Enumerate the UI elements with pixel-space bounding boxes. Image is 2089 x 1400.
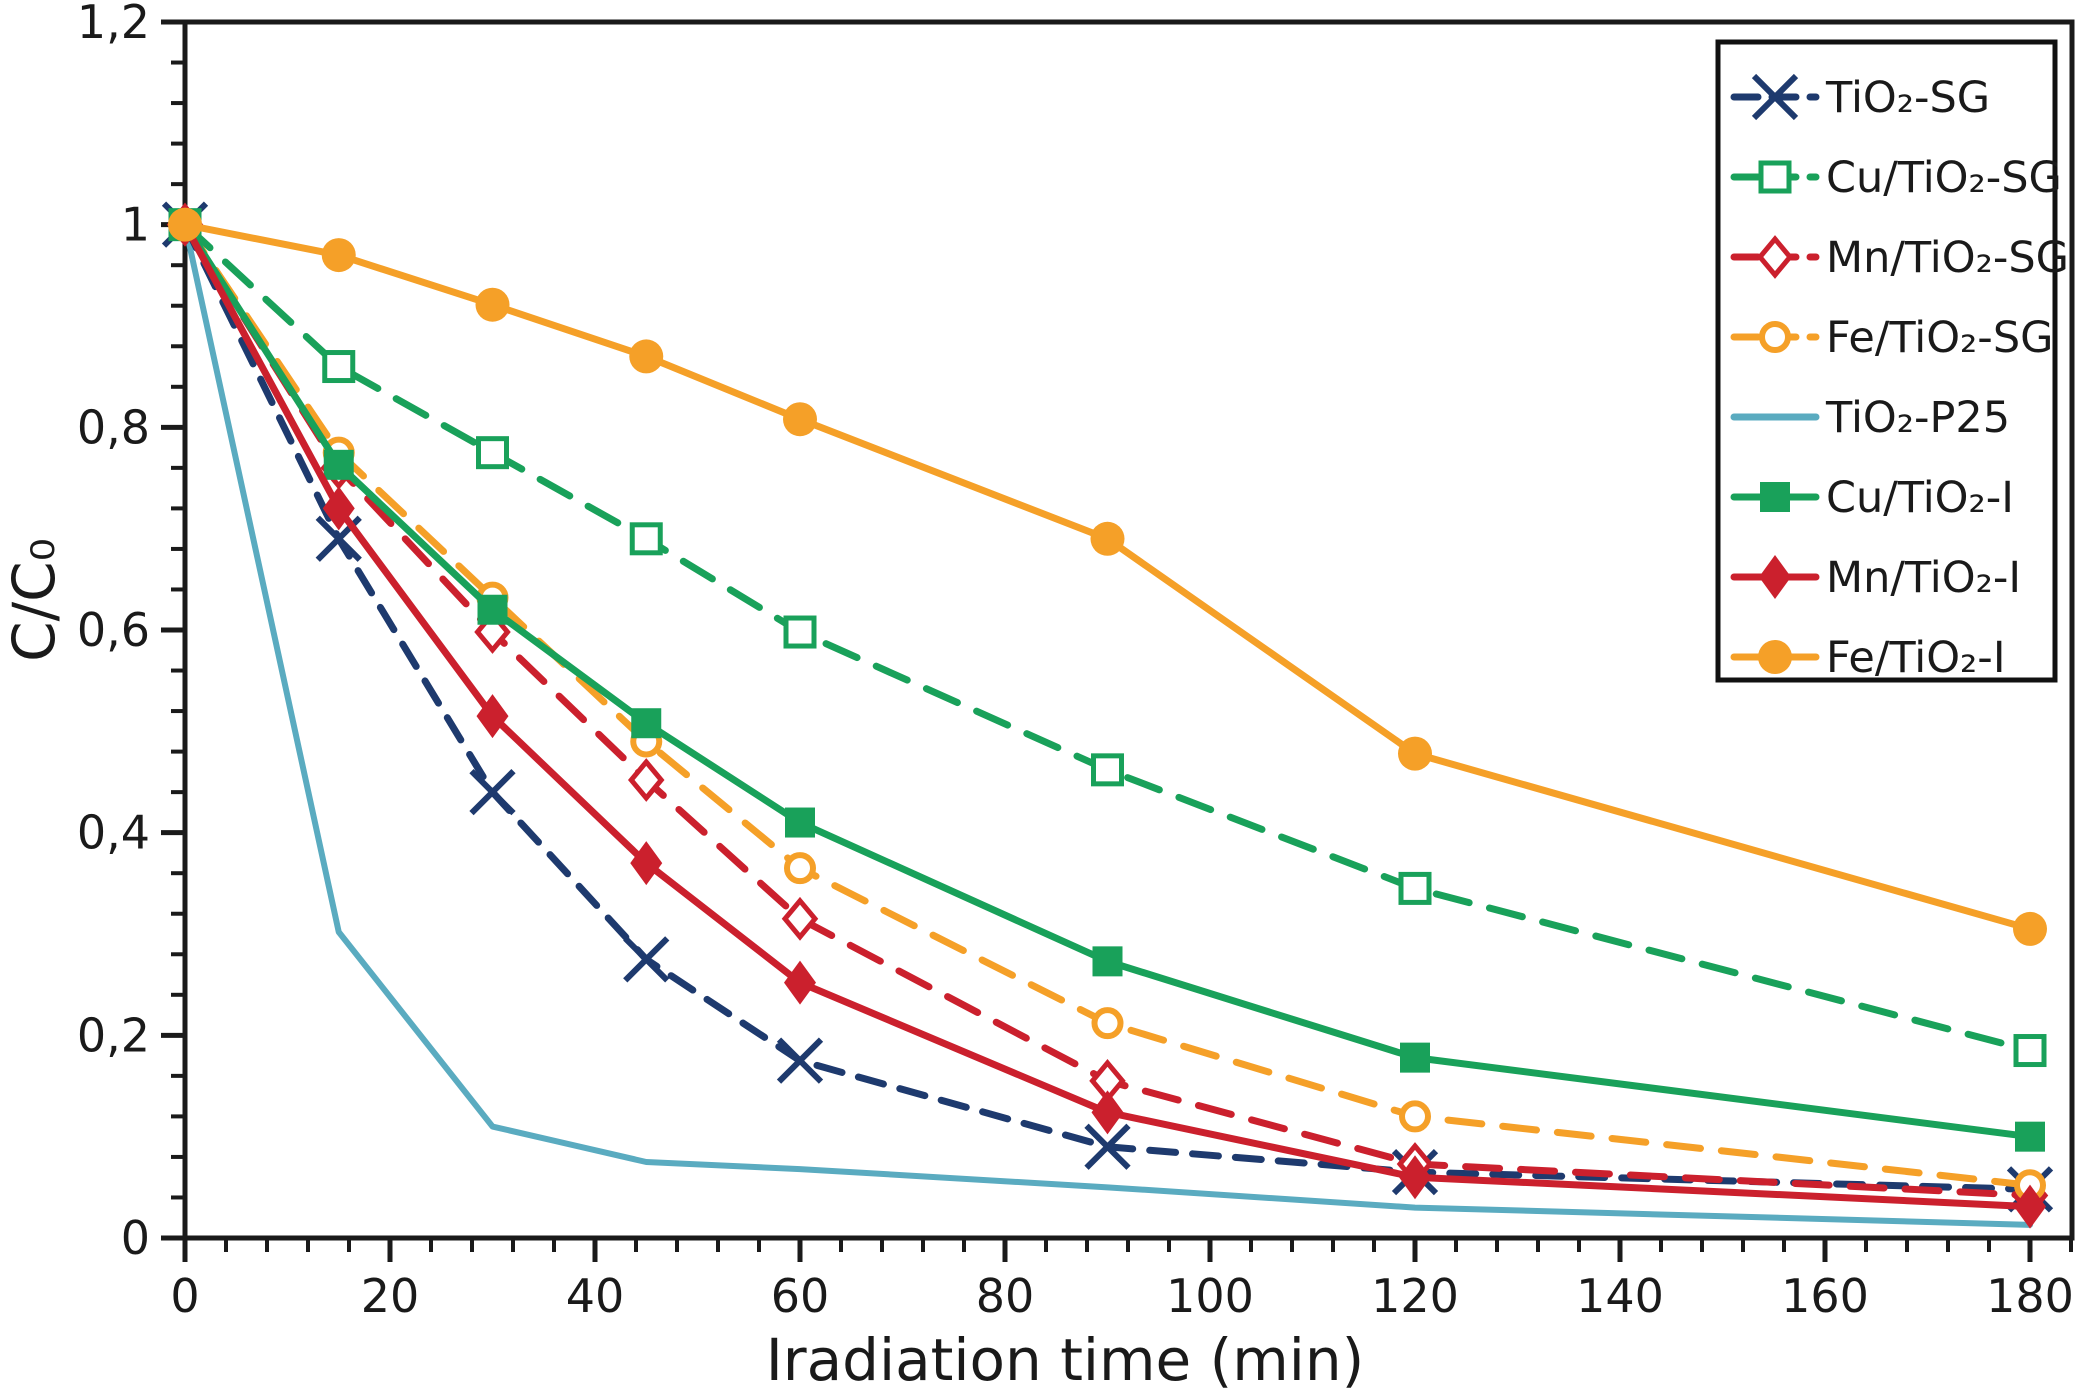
legend: TiO₂-SG Cu/TiO₂-SG Mn/TiO₂-SG Fe/TiO₂-SG TiO… [1715, 39, 2069, 683]
legend-item-tio2-sg: TiO₂-SG [1730, 73, 1990, 123]
marker-cu-tio2-i [1092, 946, 1123, 977]
marker-cu-tio2-i [1400, 1042, 1430, 1073]
y-axis-title: C/C₀ [0, 538, 68, 662]
y-tick-label: 0,6 [77, 603, 150, 657]
legend-item-cu-tio2-sg: Cu/TiO₂-SG [1730, 153, 2062, 203]
series-tio2-p25 [182, 221, 2033, 1228]
series-mn-tio2-i [169, 202, 2046, 1229]
x-tick-label: 100 [1166, 1269, 1254, 1323]
x-tick-label: 60 [771, 1269, 830, 1323]
legend-item-tio2-p25: TiO₂-P25 [1730, 393, 2010, 443]
marker-cu-tio2-i [477, 594, 508, 625]
marker-cu-tio2-i [323, 449, 354, 480]
series-line-mn-tio2-sg [181, 221, 2034, 1199]
marker-tio2-sg [623, 936, 670, 983]
marker-fe-tio2-i [629, 339, 664, 374]
legend-item-mn-tio2-i: Mn/TiO₂-I [1730, 553, 2021, 603]
legend-label: TiO₂-P25 [1825, 393, 2010, 443]
y-axis: 0 0,2 0,4 0,6 0,8 1 1,2 [77, 0, 185, 1265]
marker-fe-tio2-i [321, 238, 356, 273]
marker-mn-tio2-sg [781, 896, 819, 941]
legend-label: Cu/TiO₂-SG [1826, 153, 2062, 203]
marker-cu-tio2-sg [629, 522, 663, 556]
legend-item-mn-tio2-sg: Mn/TiO₂-SG [1730, 233, 2069, 283]
marker-tio2-sg [776, 1037, 824, 1084]
x-tick-label: 160 [1781, 1269, 1869, 1323]
marker-cu-tio2-sg [322, 350, 356, 384]
marker-cu-tio2-i [785, 807, 815, 838]
y-tick-label: 0,2 [77, 1008, 150, 1062]
series-line-fe-tio2-sg [181, 221, 2034, 1189]
marker-fe-tio2-i [2013, 911, 2047, 946]
x-tick-label: 0 [170, 1269, 199, 1323]
x-tick-label: 40 [566, 1269, 625, 1323]
series-line-cu-tio2-i [181, 221, 2034, 1141]
marker-cu-tio2-i [2015, 1121, 2045, 1152]
marker-mn-tio2-i [476, 694, 509, 739]
series-line-mn-tio2-i [181, 221, 2034, 1211]
marker-fe-tio2-sg [784, 852, 816, 885]
marker-mn-tio2-sg [627, 758, 665, 802]
marker-fe-tio2-i [1090, 521, 1125, 556]
x-tick-label: 20 [361, 1269, 420, 1323]
legend-marker-mn-tio2-i [1759, 555, 1791, 599]
y-tick-label: 1 [121, 198, 150, 252]
marker-fe-tio2-i [168, 207, 202, 242]
x-tick-label: 140 [1576, 1269, 1664, 1323]
series-line-cu-tio2-sg [181, 221, 2034, 1055]
marker-tio2-sg [1084, 1123, 1131, 1170]
legend-item-cu-tio2-i: Cu/TiO₂-I [1730, 473, 2014, 523]
y-tick-label: 0,8 [77, 400, 150, 454]
marker-cu-tio2-sg [1091, 753, 1124, 787]
series-line-fe-tio2-i [181, 221, 2034, 933]
y-tick-label: 0 [121, 1211, 150, 1265]
x-axis: 0 20 40 60 80 100 120 140 160 180 [170, 1238, 2074, 1323]
y-tick-label: 1,2 [77, 0, 150, 49]
legend-item-fe-tio2-i: Fe/TiO₂-I [1730, 633, 2006, 683]
marker-fe-tio2-sg [1399, 1100, 1431, 1133]
marker-mn-tio2-i [1399, 1155, 1431, 1200]
marker-cu-tio2-sg [783, 615, 817, 649]
legend-label: Mn/TiO₂-I [1826, 553, 2021, 603]
marker-cu-tio2-sg [1398, 871, 1432, 905]
x-tick-label: 80 [976, 1269, 1035, 1323]
legend-label: Mn/TiO₂-SG [1826, 233, 2069, 283]
marker-cu-tio2-sg [2013, 1034, 2047, 1068]
legend-marker-cu-tio2-i [1760, 482, 1790, 512]
x-tick-label: 120 [1371, 1269, 1459, 1323]
marker-cu-tio2-sg [476, 436, 509, 470]
legend-marker-fe-tio2-i [1758, 640, 1792, 674]
legend-marker-tio2-sg [1751, 73, 1799, 121]
series-fe-tio2-i [168, 207, 2047, 946]
legend-marker-mn-tio2-sg [1756, 235, 1794, 279]
y-tick-label: 0,4 [77, 806, 150, 860]
marker-mn-tio2-i [630, 841, 663, 886]
marker-fe-tio2-i [783, 402, 817, 437]
legend-item-fe-tio2-sg: Fe/TiO₂-SG [1730, 313, 2053, 363]
marker-tio2-sg [469, 769, 516, 816]
marker-fe-tio2-i [475, 287, 510, 322]
legend-marker-fe-tio2-sg [1759, 321, 1791, 353]
legend-label: TiO₂-SG [1825, 73, 1990, 123]
marker-fe-tio2-i [1398, 736, 1432, 771]
marker-mn-tio2-i [784, 960, 816, 1005]
legend-label: Cu/TiO₂-I [1826, 473, 2014, 523]
x-axis-title: Iradiation time (min) [766, 1326, 1365, 1394]
x-tick-label: 180 [1986, 1269, 2074, 1323]
legend-label: Fe/TiO₂-SG [1826, 313, 2053, 363]
marker-cu-tio2-i [631, 708, 662, 739]
marker-fe-tio2-sg [1091, 1007, 1124, 1040]
marker-mn-tio2-i [2014, 1184, 2046, 1229]
marker-mn-tio2-i [1091, 1090, 1124, 1135]
series-line-tio2-p25 [182, 221, 2033, 1228]
marker-mn-tio2-i [322, 486, 355, 531]
legend-label: Fe/TiO₂-I [1826, 633, 2006, 683]
legend-marker-cu-tio2-sg [1758, 160, 1792, 194]
